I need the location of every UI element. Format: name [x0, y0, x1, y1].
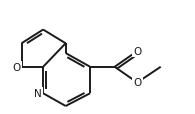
Text: O: O — [133, 78, 141, 88]
Text: O: O — [133, 47, 141, 57]
Text: N: N — [34, 88, 42, 98]
Text: O: O — [12, 62, 21, 72]
